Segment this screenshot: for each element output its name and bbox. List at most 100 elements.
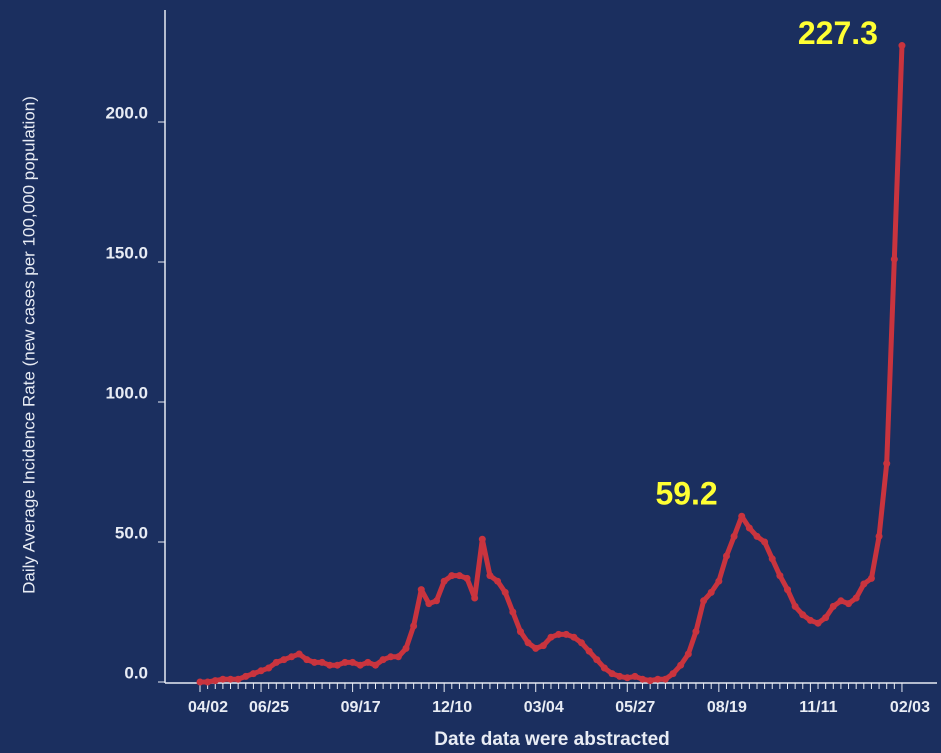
point [822, 614, 830, 622]
point [661, 675, 669, 683]
point [646, 677, 654, 685]
point [616, 672, 624, 680]
point [715, 577, 723, 585]
point [463, 574, 471, 582]
point [227, 675, 235, 683]
point [707, 588, 715, 596]
point [265, 664, 273, 672]
point [562, 630, 570, 638]
x-axis-label: Date data were abstracted [434, 729, 670, 750]
point [288, 653, 296, 661]
point [333, 661, 341, 669]
point [570, 633, 578, 641]
point [730, 532, 738, 540]
point [486, 572, 494, 580]
point [242, 672, 250, 680]
point [379, 656, 387, 664]
point [364, 658, 372, 666]
point [753, 532, 761, 540]
point [722, 552, 730, 560]
point [204, 678, 212, 686]
point [692, 628, 700, 636]
y-tick-label: 50.0 [115, 523, 148, 542]
point [501, 588, 509, 596]
point [471, 594, 479, 602]
point [623, 674, 631, 682]
point [837, 597, 845, 605]
x-tick-label: 03/04 [524, 699, 564, 716]
point [898, 42, 906, 50]
point [654, 675, 662, 683]
point [532, 644, 540, 652]
point [814, 619, 822, 627]
x-tick-label: 06/25 [249, 699, 289, 716]
point [593, 656, 601, 664]
point [387, 653, 395, 661]
point [509, 608, 517, 616]
x-tick-label: 04/02 [188, 699, 228, 716]
point [829, 602, 837, 610]
y-axis-label: Daily Average Incidence Rate (new cases … [19, 96, 38, 594]
point [272, 658, 280, 666]
y-tick-label: 150.0 [105, 243, 148, 262]
point [776, 572, 784, 580]
point [700, 597, 708, 605]
data-label: 227.3 [798, 15, 878, 51]
point [608, 670, 616, 678]
point [303, 656, 311, 664]
point [738, 512, 746, 520]
point [433, 597, 441, 605]
point [578, 639, 585, 647]
y-tick-label: 200.0 [105, 103, 148, 122]
point [639, 675, 647, 683]
point [326, 661, 334, 669]
point [478, 535, 486, 543]
x-tick-label: 12/10 [432, 699, 472, 716]
point [440, 577, 448, 585]
x-tick-label: 11/11 [799, 699, 837, 716]
point [219, 675, 227, 683]
x-tick-label: 05/27 [615, 699, 655, 716]
point [196, 678, 204, 686]
point [631, 672, 639, 680]
point [555, 630, 563, 638]
point [455, 572, 463, 580]
point [280, 656, 288, 664]
point [547, 633, 555, 641]
point [249, 670, 257, 678]
point [516, 628, 524, 636]
point [341, 658, 349, 666]
point [677, 661, 685, 669]
point [448, 572, 456, 580]
point [410, 622, 418, 630]
data-label: 59.2 [655, 476, 717, 512]
point [585, 647, 593, 655]
point [791, 602, 799, 610]
point [745, 524, 753, 532]
point [494, 577, 502, 585]
point [295, 650, 303, 658]
series-line [200, 45, 905, 685]
point [684, 650, 692, 658]
point [761, 538, 769, 546]
point [799, 611, 807, 619]
point [860, 580, 868, 588]
x-tick-label: 09/17 [341, 699, 381, 716]
point [211, 677, 219, 685]
point [425, 600, 433, 608]
point [310, 658, 318, 666]
x-tick-label: 02/03 [890, 699, 930, 716]
point [784, 586, 792, 594]
point [875, 532, 883, 540]
point [394, 653, 402, 661]
point [883, 460, 891, 468]
y-tick-label: 0.0 [124, 663, 148, 682]
point [417, 586, 425, 594]
point [234, 675, 242, 683]
point [890, 255, 898, 263]
point [852, 594, 860, 602]
point [371, 661, 379, 669]
point [349, 658, 357, 666]
point [257, 667, 265, 675]
